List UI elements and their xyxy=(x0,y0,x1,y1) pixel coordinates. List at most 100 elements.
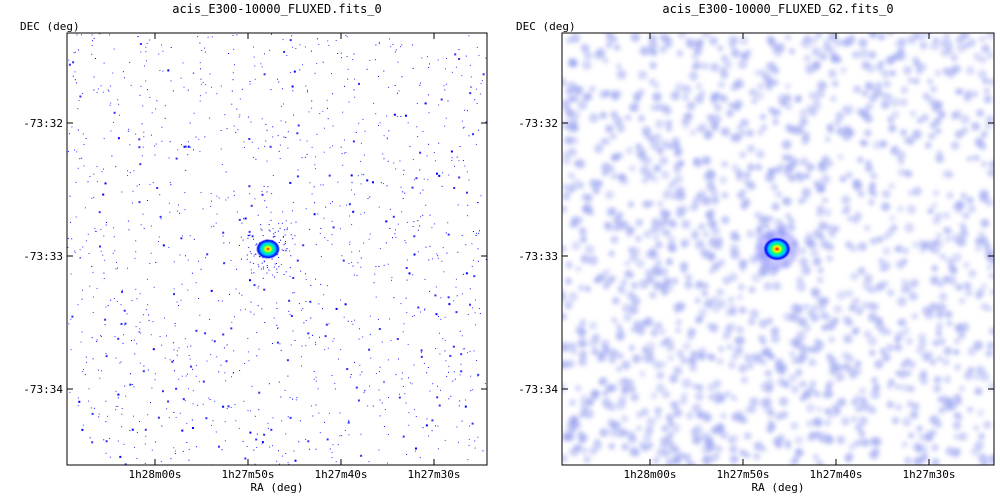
photon-event xyxy=(482,450,484,452)
smoothed-blob xyxy=(751,352,761,363)
photon-event xyxy=(156,187,159,189)
photon-event xyxy=(202,208,204,210)
photon-event xyxy=(256,332,258,334)
smoothed-blob xyxy=(833,225,841,232)
photon-event xyxy=(377,319,379,320)
smoothed-blob xyxy=(663,210,672,218)
photon-event xyxy=(305,438,307,440)
smoothed-blob xyxy=(962,212,970,220)
photon-event xyxy=(466,171,468,173)
smoothed-blob xyxy=(675,191,686,202)
smoothed-blob xyxy=(795,370,802,377)
photon-event xyxy=(378,389,380,391)
photon-event xyxy=(317,388,319,390)
smoothed-blob xyxy=(879,263,888,273)
photon-event xyxy=(307,91,308,93)
photon-event xyxy=(276,308,278,310)
photon-event xyxy=(123,309,126,312)
smoothed-blob xyxy=(869,172,878,180)
photon-event xyxy=(230,407,232,408)
smoothed-blob xyxy=(952,421,962,430)
smoothed-blob xyxy=(738,306,747,315)
photon-event xyxy=(284,234,286,236)
smoothed-blob xyxy=(954,323,964,333)
smoothed-blob xyxy=(890,145,900,154)
smoothed-blob xyxy=(913,60,922,68)
photon-event xyxy=(349,243,351,245)
photon-event xyxy=(477,202,478,204)
photon-event xyxy=(211,36,213,38)
photon-event xyxy=(406,221,408,223)
photon-event xyxy=(226,408,228,410)
photon-event xyxy=(437,255,439,257)
smoothed-blob xyxy=(627,201,635,208)
photon-event xyxy=(361,371,363,373)
smoothed-blob xyxy=(950,141,960,150)
photon-event xyxy=(184,400,186,402)
photon-event xyxy=(191,272,193,274)
photon-event xyxy=(102,254,104,256)
smoothed-blob xyxy=(876,317,883,324)
smoothed-blob xyxy=(652,92,662,102)
photon-event xyxy=(258,266,260,268)
photon-event xyxy=(74,51,76,53)
smoothed-blob xyxy=(695,239,705,250)
photon-event xyxy=(218,300,220,302)
smoothed-blob xyxy=(643,200,652,209)
photon-event xyxy=(193,112,195,114)
smoothed-blob xyxy=(935,232,942,239)
smoothed-blob xyxy=(627,434,637,444)
smoothed-blob xyxy=(748,88,757,97)
photon-event xyxy=(294,235,296,237)
smoothed-blob xyxy=(580,192,590,202)
photon-event xyxy=(390,46,392,48)
smoothed-blob xyxy=(973,154,980,162)
smoothed-blob xyxy=(760,348,768,356)
smoothed-blob xyxy=(971,121,981,131)
smoothed-blob xyxy=(708,394,715,401)
photon-event xyxy=(139,328,141,330)
smoothed-blob xyxy=(598,90,608,99)
photon-event xyxy=(317,213,319,215)
photon-event xyxy=(290,315,293,317)
smoothed-blob xyxy=(565,432,575,442)
photon-event xyxy=(262,277,264,279)
photon-event xyxy=(382,183,384,185)
photon-event xyxy=(263,288,266,291)
smoothed-blob xyxy=(826,379,835,388)
smoothed-blob xyxy=(562,245,567,252)
photon-event xyxy=(174,323,176,324)
smoothed-blob xyxy=(763,222,771,230)
smoothed-blob xyxy=(641,408,649,416)
smoothed-blob xyxy=(836,435,846,445)
photon-event xyxy=(279,463,281,465)
smoothed-blob xyxy=(904,369,912,377)
photon-event xyxy=(339,412,341,414)
photon-event xyxy=(147,200,148,201)
smoothed-blob xyxy=(738,364,747,373)
photon-event xyxy=(136,298,138,300)
photon-event xyxy=(285,250,287,252)
smoothed-blob xyxy=(711,262,721,271)
smoothed-blob xyxy=(766,61,776,72)
smoothed-blob xyxy=(729,454,739,464)
smoothed-blob xyxy=(929,302,939,312)
smoothed-blob xyxy=(755,226,763,234)
photon-event xyxy=(215,431,217,433)
smoothed-blob xyxy=(847,215,854,222)
photon-event xyxy=(74,79,76,81)
smoothed-blob xyxy=(812,60,821,69)
smoothed-blob xyxy=(713,379,722,388)
smoothed-blob xyxy=(673,408,683,418)
photon-event xyxy=(453,187,456,189)
photon-event xyxy=(197,404,199,406)
photon-event xyxy=(276,341,279,344)
smoothed-blob xyxy=(715,445,723,453)
photon-event xyxy=(178,347,180,349)
smoothed-blob xyxy=(721,191,729,199)
smoothed-blob xyxy=(816,276,824,285)
photon-event xyxy=(113,227,114,229)
smoothed-blob xyxy=(868,50,877,60)
photon-event xyxy=(69,221,71,223)
photon-event xyxy=(441,185,443,187)
